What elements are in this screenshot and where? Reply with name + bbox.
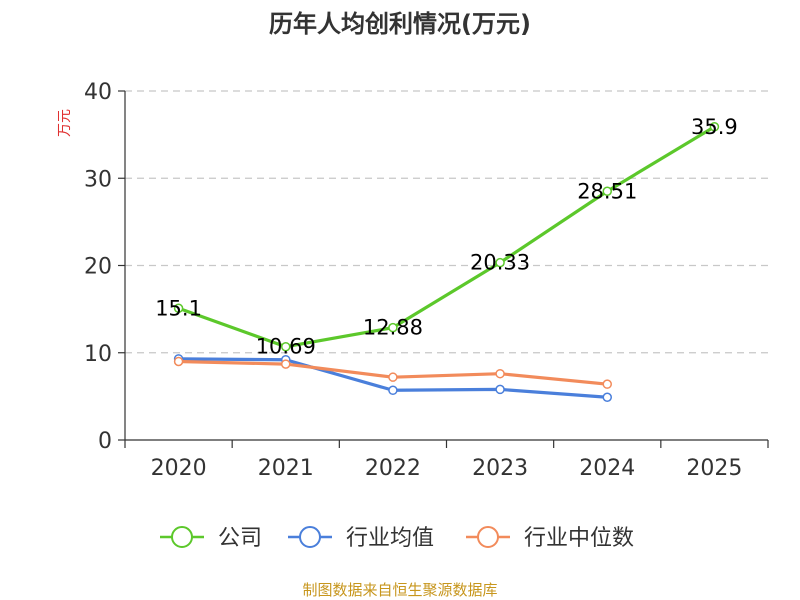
series-0 xyxy=(173,122,720,352)
axes: 0 10 20 30 40 2020 2021 2022 2023 2024 2025 xyxy=(84,80,769,481)
chart-title: 历年人均创利情况(万元) xyxy=(269,10,531,38)
x-tick-label-2020: 2020 xyxy=(151,456,207,481)
legend-label-0: 公司 xyxy=(218,526,262,551)
point-1-2024 xyxy=(602,392,612,402)
y-tick-label-30: 30 xyxy=(84,167,112,192)
legend-item-1: 行业均值 xyxy=(288,526,434,551)
data-label-2021: 10.69 xyxy=(256,335,316,359)
point-2-2021 xyxy=(281,359,291,369)
legend-label-1: 行业均值 xyxy=(346,526,434,551)
point-0-2023 xyxy=(495,257,505,268)
series-lines xyxy=(173,122,720,402)
point-1-2022 xyxy=(388,385,398,396)
legend: 公司 行业均值 行业中位数 xyxy=(160,526,634,551)
y-axis-unit-label: 万元 xyxy=(57,109,73,137)
data-label-2023: 20.33 xyxy=(470,251,530,275)
y-tick-label-40: 40 xyxy=(84,80,112,105)
y-tick-label-10: 10 xyxy=(84,342,112,367)
point-0-2021 xyxy=(281,341,291,352)
point-0-2024 xyxy=(602,186,612,197)
legend-label-2: 行业中位数 xyxy=(524,526,634,551)
x-tick-label-2024: 2024 xyxy=(579,456,635,481)
x-tick-label-2021: 2021 xyxy=(258,456,314,481)
point-2-2022 xyxy=(388,372,398,382)
series-line-0 xyxy=(176,125,717,349)
legend-marker-2 xyxy=(477,526,499,548)
legend-marker-0 xyxy=(171,526,193,548)
point-2-2024 xyxy=(602,379,612,389)
point-1-2023 xyxy=(495,384,505,395)
series-2 xyxy=(173,356,612,389)
legend-marker-1 xyxy=(299,526,321,548)
x-tick-label-2022: 2022 xyxy=(365,456,421,481)
x-tick-label-2025: 2025 xyxy=(686,456,742,481)
data-labels: 15.1 10.69 12.88 20.33 28.51 35.9 xyxy=(155,115,738,359)
point-0-2020 xyxy=(173,303,184,314)
data-label-2024: 28.51 xyxy=(577,179,637,203)
legend-item-2: 行业中位数 xyxy=(466,526,634,551)
data-label-2020: 15.1 xyxy=(155,296,202,320)
data-label-2022: 12.88 xyxy=(363,316,423,340)
source-note: 制图数据来自恒生聚源数据库 xyxy=(302,581,497,599)
point-2-2020 xyxy=(173,356,184,367)
x-tick-label-2023: 2023 xyxy=(472,456,528,481)
grid-lines xyxy=(125,90,768,354)
point-0-2025 xyxy=(709,122,720,132)
y-tick-label-0: 0 xyxy=(98,429,112,454)
legend-item-0: 公司 xyxy=(160,526,262,551)
data-label-2025: 35.9 xyxy=(691,115,738,139)
point-0-2022 xyxy=(388,322,398,333)
point-2-2023 xyxy=(495,368,505,379)
y-tick-label-20: 20 xyxy=(84,255,112,280)
